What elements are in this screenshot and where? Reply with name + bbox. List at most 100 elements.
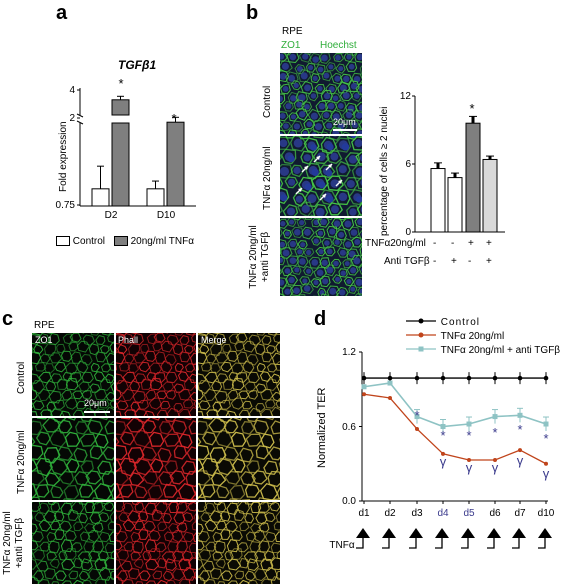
cell-outline xyxy=(335,229,347,241)
cell-outline xyxy=(220,570,233,582)
cell-outline xyxy=(238,579,250,584)
cell-outline xyxy=(255,402,266,413)
cell-outline xyxy=(116,470,129,486)
point-tnf-4 xyxy=(467,458,471,463)
cell-outline xyxy=(242,340,256,353)
cell-outline xyxy=(37,502,50,515)
cell-outline xyxy=(350,254,362,268)
cell-outline xyxy=(191,521,196,531)
cell-outline xyxy=(122,333,134,345)
cell-outline xyxy=(32,333,41,345)
nucleus xyxy=(289,53,297,61)
cell-outline xyxy=(116,459,123,473)
cell-outline xyxy=(143,410,155,416)
nucleus xyxy=(280,139,288,148)
cell-outline xyxy=(184,502,195,505)
cell-outline xyxy=(116,530,128,543)
cell-outline xyxy=(93,482,113,500)
cell-outline xyxy=(306,62,316,73)
cell-outline xyxy=(81,579,92,584)
nucleus xyxy=(333,260,339,267)
panel-d-star-2: * xyxy=(414,408,419,423)
cell-outline xyxy=(238,409,250,416)
cell-outline xyxy=(57,419,73,434)
panel-d-legend: Control TNFα 20ng/ml TNFα 20ng/ml + anti… xyxy=(404,316,560,358)
cell-outline xyxy=(32,400,45,411)
nucleus xyxy=(339,84,347,92)
nucleus xyxy=(323,72,330,79)
cell-outline xyxy=(177,482,196,500)
legend-item-anti: TNFα 20ng/ml + anti TGFβ xyxy=(404,344,560,358)
cell-outline xyxy=(300,282,314,295)
cell-outline xyxy=(60,502,73,516)
nucleus xyxy=(288,74,296,82)
cell-outline xyxy=(246,353,259,366)
nucleus xyxy=(345,241,352,248)
legend-text-anti: TNFα 20ng/ml + anti TGFβ xyxy=(440,345,561,356)
nucleus xyxy=(358,104,362,112)
cell-outline xyxy=(267,333,278,336)
cell-outline xyxy=(317,218,330,228)
cell-outline xyxy=(263,460,279,475)
treat-step-7 xyxy=(538,536,546,549)
nucleus xyxy=(282,86,289,92)
cell-outline xyxy=(133,352,147,364)
cell-outline xyxy=(357,286,362,296)
nucleus xyxy=(321,259,328,266)
treat-step-4 xyxy=(461,536,469,549)
cell-outline xyxy=(157,521,168,532)
cell-outline xyxy=(335,286,349,296)
cell-outline xyxy=(127,447,145,464)
cell-outline xyxy=(273,521,280,531)
cell-outline xyxy=(278,461,280,469)
nucleus xyxy=(300,72,308,80)
nucleus xyxy=(335,276,341,282)
cell-outline xyxy=(312,203,329,216)
cell-outline xyxy=(239,521,250,532)
cell-outline xyxy=(116,444,128,461)
cell-outline xyxy=(264,566,278,581)
cell-outline xyxy=(313,267,328,280)
cell-outline xyxy=(162,483,179,498)
cell-outline xyxy=(166,407,180,416)
cell-outline xyxy=(276,550,280,560)
nucleus xyxy=(361,232,362,237)
cell-outline xyxy=(80,418,93,423)
cell-outline xyxy=(270,557,280,571)
cell-outline xyxy=(116,496,124,500)
cell-outline xyxy=(239,557,250,569)
cell-outline xyxy=(202,418,214,420)
nucleus xyxy=(333,220,341,227)
cell-outline xyxy=(142,520,156,533)
nucleus xyxy=(286,207,296,216)
nuclei-pointer-arrowhead xyxy=(298,188,302,192)
cell-outline xyxy=(140,343,150,354)
cell-outline xyxy=(72,390,84,400)
cell-outline xyxy=(358,120,362,130)
cell-outline xyxy=(60,350,73,362)
treat-arrow-3 xyxy=(435,528,449,538)
cell-outline xyxy=(145,558,160,571)
nucleus xyxy=(349,208,357,216)
cell-outline xyxy=(158,470,174,487)
nucleus xyxy=(302,278,308,284)
cell-outline xyxy=(321,237,333,249)
cell-outline xyxy=(118,362,131,372)
cell-outline xyxy=(308,256,322,269)
panel-a-ytick-1: 2 xyxy=(69,113,75,124)
cell-outline xyxy=(156,579,168,584)
cell-outline xyxy=(247,390,258,400)
nucleus xyxy=(293,287,300,295)
cell-outline xyxy=(35,484,50,498)
cell-outline xyxy=(169,470,186,485)
nucleus xyxy=(322,278,329,285)
cell-outline xyxy=(291,120,304,132)
cell-outline xyxy=(185,470,196,488)
cell-outline xyxy=(198,444,210,461)
cell-outline xyxy=(284,176,299,189)
cell-outline xyxy=(299,276,311,286)
cell-outline xyxy=(116,540,123,551)
nucleus xyxy=(323,92,331,100)
cell-outline xyxy=(270,406,280,416)
cell-outline xyxy=(173,512,186,525)
